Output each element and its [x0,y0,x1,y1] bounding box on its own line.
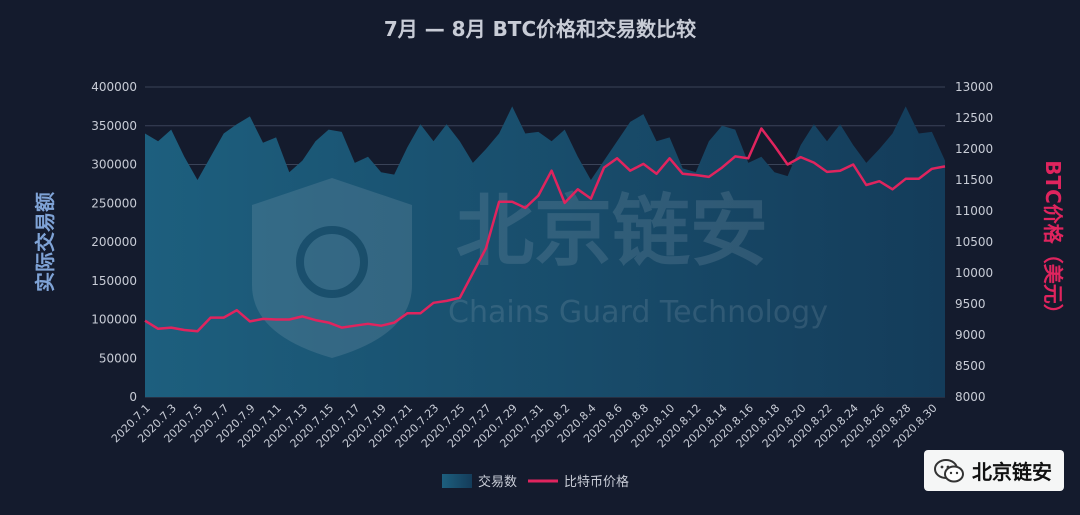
right-tick-label: 8500 [955,359,986,373]
legend-line-label: 比特币价格 [564,474,629,490]
legend-area-swatch [442,474,472,488]
left-tick-label: 250000 [91,196,137,210]
right-tick-label: 13000 [955,80,993,94]
watermark-node-icon [296,226,368,298]
left-tick-label: 200000 [91,235,137,249]
right-tick-label: 9000 [955,328,986,342]
right-tick-label: 12500 [955,111,993,125]
right-axis-ticks: 8000 8500 9000 9500 10000 10500 11000 11500 1200… [955,80,993,404]
right-tick-label: 11500 [955,173,993,187]
watermark-subtitle: Chains Guard Technology [448,295,828,330]
wechat-badge: 北京链安 [924,450,1064,491]
line-series-btc-price [144,127,946,333]
right-tick-label: 10000 [955,266,993,280]
left-axis-ticks: 0 50000 100000 150000 200000 250000 300000 3500… [91,80,137,404]
right-tick-label: 10500 [955,235,993,249]
left-tick-label: 100000 [91,313,137,327]
right-axis-label: BTC价格（美元） [1041,160,1065,324]
x-axis-ticks: 2020.7.12020.7.32020.7.52020.7.72020.7.9… [109,402,940,451]
left-axis-label: 实际交易额 [33,192,57,292]
left-tick-label: 150000 [91,274,137,288]
watermark-shield-icon [252,178,412,358]
left-tick-label: 300000 [91,158,137,172]
right-tick-label: 11000 [955,204,993,218]
left-tick-label: 350000 [91,119,137,133]
legend-area-label: 交易数 [478,474,517,490]
left-tick-label: 400000 [91,80,137,94]
area-series-transactions [145,106,945,398]
right-tick-label: 9500 [955,297,986,311]
badge-text: 北京链安 [972,460,1052,484]
left-tick-label: 50000 [99,351,137,365]
legend[interactable]: 交易数 比特币价格 [442,474,629,490]
wechat-icon [934,458,964,482]
area-series-layer [145,106,945,398]
right-tick-label: 12000 [955,142,993,156]
left-tick-label: 0 [129,390,137,404]
chart-title: 7月 — 8月 BTC价格和交易数比较 [384,17,696,41]
line-series-layer [144,127,946,333]
right-tick-label: 8000 [955,390,986,404]
